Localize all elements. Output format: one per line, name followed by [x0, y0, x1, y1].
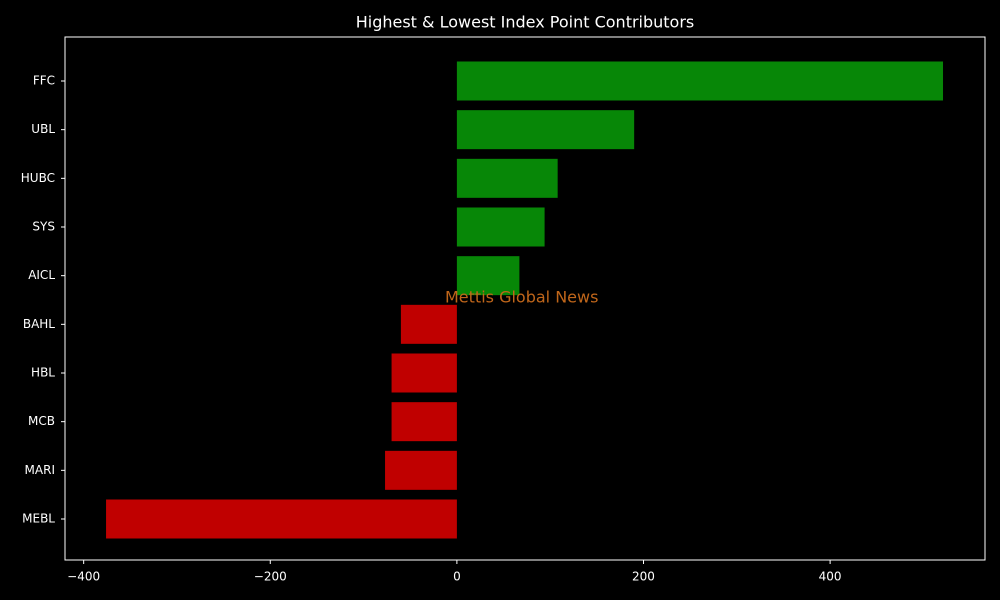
- bar: [391, 353, 457, 393]
- y-tick-label: MARI: [25, 463, 55, 477]
- x-tick-label: 0: [453, 570, 461, 584]
- bar: [456, 110, 635, 150]
- bar: [456, 158, 558, 198]
- bar: [456, 256, 520, 296]
- chart-title: Highest & Lowest Index Point Contributor…: [356, 13, 695, 32]
- y-tick-label: BAHL: [23, 317, 55, 331]
- y-tick-label: UBL: [31, 122, 55, 136]
- watermark: Mettis Global News: [445, 288, 598, 307]
- x-tick-label: −200: [254, 570, 287, 584]
- plot-frame: [64, 36, 986, 561]
- bar: [456, 61, 944, 101]
- y-tick-label: HUBC: [21, 171, 55, 185]
- x-tick-label: −400: [67, 570, 100, 584]
- y-tick-label: HBL: [31, 366, 55, 380]
- y-tick-label: MEBL: [22, 512, 55, 526]
- y-tick-label: AICL: [28, 268, 55, 282]
- bar: [456, 207, 545, 247]
- x-tick-label: 200: [632, 570, 655, 584]
- y-tick-label: MCB: [28, 414, 55, 428]
- bar: [106, 499, 457, 539]
- bar: [391, 402, 457, 442]
- x-tick-label: 400: [819, 570, 842, 584]
- y-tick-label: SYS: [32, 220, 55, 234]
- y-tick-label: FFC: [33, 74, 55, 88]
- bar: [400, 304, 457, 344]
- bar: [385, 450, 457, 490]
